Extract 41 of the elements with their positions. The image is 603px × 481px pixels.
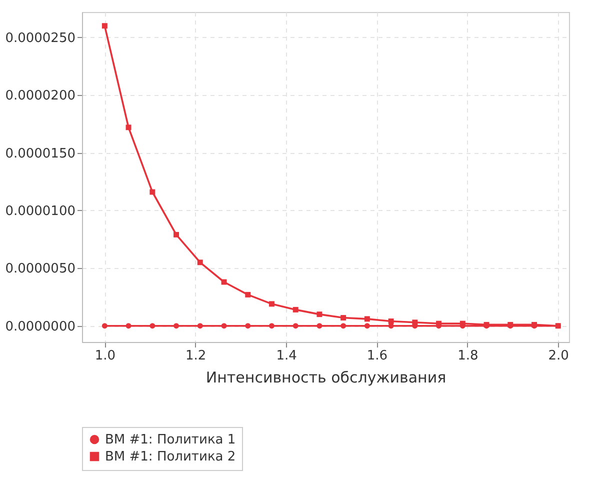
- x-axis-title: Интенсивность обслуживания: [206, 368, 446, 386]
- x-tick-label: 1.4: [276, 348, 297, 364]
- legend-label: ВМ #1: Политика 1: [105, 432, 236, 448]
- y-tick-label: 0.0000250: [5, 30, 76, 46]
- point: [126, 323, 132, 329]
- point: [102, 23, 108, 29]
- point: [340, 315, 346, 321]
- x-tick-label: 2.0: [548, 348, 569, 364]
- point: [221, 323, 227, 329]
- y-tick-label: 0.0000100: [5, 204, 76, 219]
- point: [150, 189, 156, 195]
- point: [316, 312, 322, 318]
- point: [102, 323, 108, 329]
- point: [364, 323, 370, 329]
- point: [221, 279, 227, 285]
- point: [364, 316, 370, 322]
- point: [174, 232, 180, 238]
- point: [292, 306, 298, 312]
- x-tick-label: 1.6: [366, 348, 388, 364]
- y-tick-label: 0.0000000: [5, 319, 76, 334]
- y-tick-label: 0.0000150: [5, 146, 76, 162]
- legend-label: ВМ #1: Политика 2: [105, 450, 236, 464]
- y-tick-label: 0.0000050: [5, 262, 76, 277]
- point: [316, 323, 322, 329]
- point: [245, 292, 251, 298]
- point: [412, 320, 418, 326]
- point: [245, 323, 251, 329]
- point: [292, 323, 298, 329]
- point: [197, 260, 203, 266]
- point: [268, 301, 274, 307]
- point: [340, 323, 346, 329]
- x-tick-label: 1.8: [458, 348, 478, 364]
- y-tick-label: 0.0000200: [5, 88, 76, 104]
- point: [150, 323, 156, 329]
- point: [388, 318, 394, 324]
- point: [126, 124, 132, 130]
- point: [197, 323, 203, 329]
- point: [174, 323, 180, 329]
- x-tick-label: 1.2: [186, 348, 206, 364]
- x-tick-label: 1.0: [94, 348, 116, 364]
- point: [268, 323, 274, 329]
